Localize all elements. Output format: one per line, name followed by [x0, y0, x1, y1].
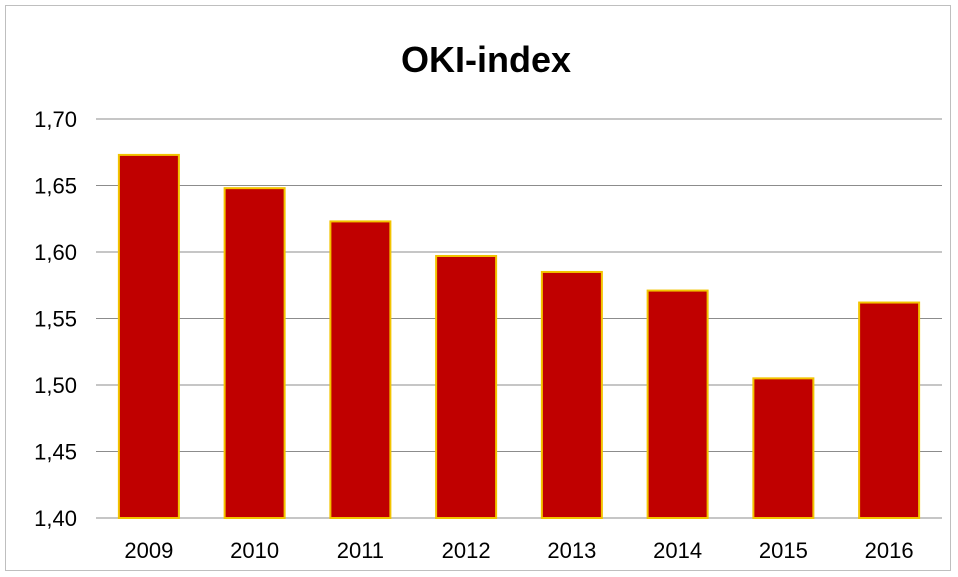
bar-2010: [223, 187, 286, 519]
bar-2015: [752, 377, 815, 519]
bar-2014: [646, 289, 709, 519]
x-tick-label: 2016: [865, 538, 914, 563]
bar-2011: [329, 220, 392, 519]
x-tick-label: 2011: [337, 538, 384, 563]
bar-2012: [435, 254, 498, 520]
bar-2016: [858, 301, 921, 520]
bars: [117, 153, 921, 520]
y-tick-label: 1,70: [34, 107, 77, 132]
y-tick-label: 1,45: [34, 440, 77, 465]
y-tick-label: 1,60: [34, 240, 77, 265]
x-tick-label: 2013: [547, 538, 596, 563]
x-tick-label: 2014: [653, 538, 702, 563]
bar-2013: [540, 270, 603, 520]
gridlines: [96, 118, 942, 519]
x-axis-ticks: 2009 2010 2011 2012 2013 2014 2015 2016: [124, 538, 913, 563]
y-tick-label: 1,65: [34, 174, 77, 199]
x-tick-label: 2015: [759, 538, 808, 563]
bar-2009: [117, 153, 180, 519]
y-tick-label: 1,40: [34, 506, 77, 531]
y-tick-label: 1,50: [34, 373, 77, 398]
y-axis-ticks: 1,40 1,45 1,50 1,55 1,60 1,65 1,70: [34, 107, 77, 531]
y-tick-label: 1,55: [34, 307, 77, 332]
x-tick-label: 2012: [442, 538, 491, 563]
chart-title: OKI-index: [401, 39, 571, 80]
x-tick-label: 2009: [124, 538, 173, 563]
x-tick-label: 2010: [230, 538, 279, 563]
